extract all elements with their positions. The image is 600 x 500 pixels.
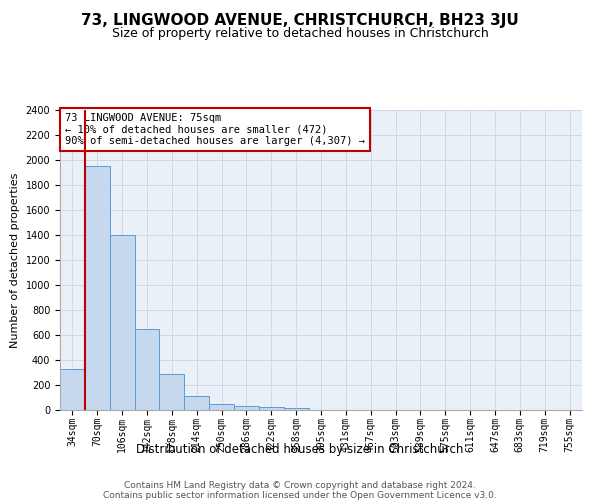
Bar: [134, 329, 160, 410]
Bar: [184, 396, 209, 410]
Bar: [284, 408, 308, 410]
Text: 73 LINGWOOD AVENUE: 75sqm
← 10% of detached houses are smaller (472)
90% of semi: 73 LINGWOOD AVENUE: 75sqm ← 10% of detac…: [65, 113, 365, 146]
Bar: [259, 407, 284, 410]
Bar: [110, 235, 134, 410]
Bar: [85, 166, 110, 410]
Text: Size of property relative to detached houses in Christchurch: Size of property relative to detached ho…: [112, 28, 488, 40]
Bar: [234, 406, 259, 410]
Bar: [209, 404, 234, 410]
Text: 73, LINGWOOD AVENUE, CHRISTCHURCH, BH23 3JU: 73, LINGWOOD AVENUE, CHRISTCHURCH, BH23 …: [81, 12, 519, 28]
Text: Contains public sector information licensed under the Open Government Licence v3: Contains public sector information licen…: [103, 491, 497, 500]
Bar: [160, 374, 184, 410]
Y-axis label: Number of detached properties: Number of detached properties: [10, 172, 20, 348]
Bar: [60, 370, 85, 410]
Text: Contains HM Land Registry data © Crown copyright and database right 2024.: Contains HM Land Registry data © Crown c…: [124, 481, 476, 490]
Text: Distribution of detached houses by size in Christchurch: Distribution of detached houses by size …: [136, 442, 464, 456]
